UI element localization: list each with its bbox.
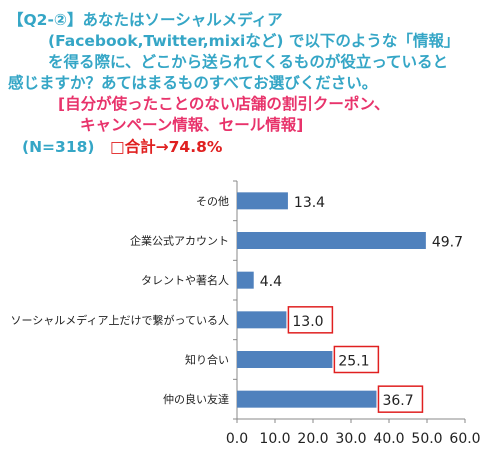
highlight-line-2: キャンペーン情報、セール情報] <box>80 116 304 134</box>
value-highlight-box <box>333 345 380 374</box>
x-tick-label: 60.0 <box>449 431 480 447</box>
question-line-1: 【Q2-②】あなたはソーシャルメディア <box>8 11 283 29</box>
highlight-line-1: [自分が使ったことのない店舗の割引クーポン、 <box>58 95 390 113</box>
bar <box>237 271 254 289</box>
value-label: 36.7 <box>382 393 413 409</box>
x-tick-label: 30.0 <box>335 431 366 447</box>
question-line-2: (Facebook,Twitter,mixiなど) で以下のような「情報」 <box>48 32 460 50</box>
value-label: 49.7 <box>432 235 463 251</box>
x-tick-label: 40.0 <box>373 431 404 447</box>
category-label: その他 <box>196 195 229 208</box>
x-tick-label: 10.0 <box>259 431 290 447</box>
category-label: 知り合い <box>185 353 229 367</box>
question-line-3: を得る際に、どこから送られてくるものが役立っていると <box>48 53 449 71</box>
category-label: 企業公式アカウント <box>130 234 229 248</box>
value-highlight-box <box>287 306 334 334</box>
bar <box>237 311 287 329</box>
value-highlight-box <box>377 385 424 413</box>
sample-size: (N=318) <box>22 138 95 156</box>
question-line-4: 感じますか？あてはまるものすべてお選びください。 <box>8 74 378 92</box>
x-tick-label: 50.0 <box>411 431 442 447</box>
value-label: 13.0 <box>292 314 323 330</box>
category-label: タレントや著名人 <box>141 273 229 287</box>
category-label: 仲の良い友達 <box>163 392 229 406</box>
total-percentage: □合計→74.8% <box>110 138 223 156</box>
bar <box>237 351 333 368</box>
bar <box>237 390 377 408</box>
value-label: 13.4 <box>294 195 325 211</box>
value-label: 25.1 <box>338 354 369 370</box>
value-label: 4.4 <box>260 274 282 290</box>
bar <box>237 192 288 210</box>
category-label: ソーシャルメディア上だけで繋がっている人 <box>11 313 229 327</box>
bar <box>237 232 426 249</box>
x-tick-label: 20.0 <box>297 431 328 447</box>
x-tick-label: 0.0 <box>226 431 248 447</box>
